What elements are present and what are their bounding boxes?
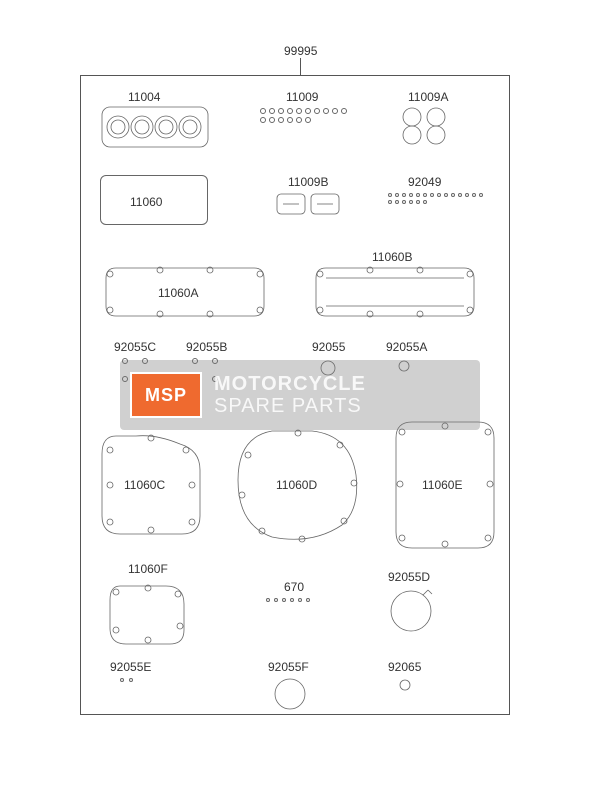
part-11060F (106, 578, 190, 648)
part-11060B (310, 264, 480, 320)
label-11009B: 11009B (288, 175, 328, 189)
part-11009-orings (260, 108, 350, 123)
label-11060: 11060 (130, 195, 162, 209)
part-92049-dots (388, 193, 488, 204)
label-11060E: 11060E (422, 478, 462, 492)
label-92055A: 92055A (386, 340, 427, 354)
label-11004: 11004 (128, 90, 160, 104)
label-11060A: 11060A (158, 286, 198, 300)
label-92055F: 92055F (268, 660, 309, 674)
wm-line1: MOTORCYCLE (214, 373, 366, 395)
label-11009A: 11009A (408, 90, 448, 104)
callout-99995 (300, 58, 301, 75)
part-11009B-pair (275, 192, 345, 216)
label-11060C: 11060C (124, 478, 165, 492)
part-92055E (120, 678, 133, 682)
label-99995: 99995 (284, 44, 317, 58)
part-11004-head-gasket (100, 105, 210, 149)
label-92055B: 92055B (186, 340, 227, 354)
label-11060B: 11060B (372, 250, 412, 264)
label-92065: 92065 (388, 660, 421, 674)
wm-line2: SPARE PARTS (214, 395, 362, 417)
label-670: 670 (284, 580, 304, 594)
label-92055E: 92055E (110, 660, 151, 674)
label-11009: 11009 (286, 90, 318, 104)
part-92055D (388, 588, 434, 634)
label-92055C: 92055C (114, 340, 156, 354)
part-670 (266, 598, 310, 602)
watermark-badge: MSP (130, 372, 202, 418)
part-11009A-rings (398, 105, 468, 145)
label-92055D: 92055D (388, 570, 430, 584)
part-92065 (398, 678, 412, 692)
watermark: MSP MOTORCYCLE SPARE PARTS (120, 360, 480, 430)
label-11060D: 11060D (276, 478, 317, 492)
part-92055F (272, 676, 308, 712)
label-11060F: 11060F (128, 562, 168, 576)
label-92049: 92049 (408, 175, 441, 189)
watermark-text: MOTORCYCLE SPARE PARTS (214, 373, 366, 417)
label-92055: 92055 (312, 340, 345, 354)
